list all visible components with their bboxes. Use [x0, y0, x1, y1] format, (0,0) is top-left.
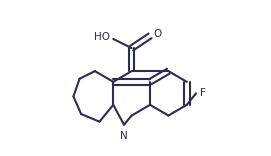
- Text: N: N: [120, 131, 128, 141]
- Text: O: O: [153, 29, 161, 39]
- Text: F: F: [200, 88, 206, 98]
- Text: HO: HO: [94, 32, 110, 42]
